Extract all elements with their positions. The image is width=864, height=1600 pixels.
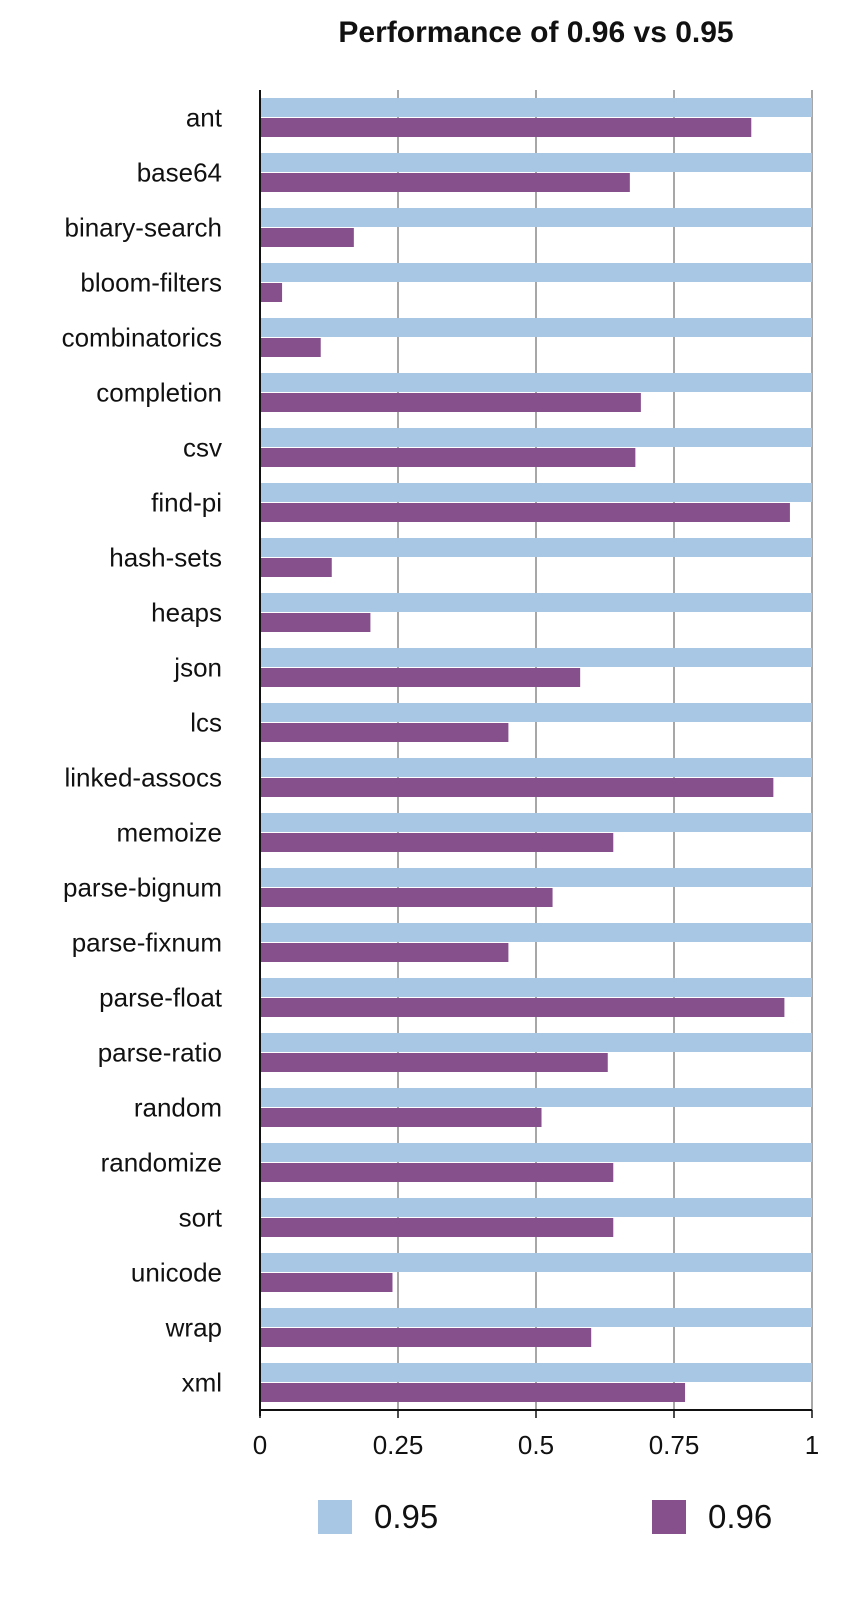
category-label-csv: csv bbox=[183, 433, 222, 463]
legend-label-096: 0.96 bbox=[708, 1498, 773, 1535]
category-label-combinatorics: combinatorics bbox=[62, 323, 222, 353]
bar-095-completion bbox=[260, 373, 812, 392]
bar-095-random bbox=[260, 1088, 812, 1107]
bar-096-parse-bignum bbox=[260, 888, 553, 907]
legend-swatch-096 bbox=[652, 1500, 686, 1534]
bar-096-parse-float bbox=[260, 998, 785, 1017]
bar-095-binary-search bbox=[260, 208, 812, 227]
bar-096-hash-sets bbox=[260, 558, 332, 577]
bar-095-parse-bignum bbox=[260, 868, 812, 887]
bar-096-heaps bbox=[260, 613, 371, 632]
bar-095-memoize bbox=[260, 813, 812, 832]
bar-096-wrap bbox=[260, 1328, 592, 1347]
category-label-json: json bbox=[173, 653, 222, 683]
category-label-parse-fixnum: parse-fixnum bbox=[72, 928, 222, 958]
bar-095-find-pi bbox=[260, 483, 812, 502]
bar-096-base64 bbox=[260, 173, 630, 192]
bar-096-unicode bbox=[260, 1273, 393, 1292]
category-label-memoize: memoize bbox=[117, 818, 222, 848]
category-label-heaps: heaps bbox=[151, 598, 222, 628]
bar-095-bloom-filters bbox=[260, 263, 812, 282]
bar-095-xml bbox=[260, 1363, 812, 1382]
bar-096-parse-fixnum bbox=[260, 943, 509, 962]
category-label-randomize: randomize bbox=[101, 1148, 222, 1178]
category-label-wrap: wrap bbox=[165, 1313, 222, 1343]
bar-096-json bbox=[260, 668, 581, 687]
bar-096-randomize bbox=[260, 1163, 614, 1182]
category-label-ant: ant bbox=[186, 103, 223, 133]
category-label-hash-sets: hash-sets bbox=[109, 543, 222, 573]
bar-095-parse-fixnum bbox=[260, 923, 812, 942]
x-tick-label-0: 0 bbox=[253, 1430, 267, 1460]
bar-095-combinatorics bbox=[260, 318, 812, 337]
category-label-bloom-filters: bloom-filters bbox=[80, 268, 222, 298]
bars bbox=[260, 98, 812, 1402]
bar-096-ant bbox=[260, 118, 752, 137]
tick-labels: 0 0.25 0.5 0.75 1 bbox=[253, 1410, 819, 1460]
bar-096-lcs bbox=[260, 723, 509, 742]
x-tick-label-4: 1 bbox=[805, 1430, 819, 1460]
category-label-random: random bbox=[134, 1093, 222, 1123]
bar-095-lcs bbox=[260, 703, 812, 722]
bar-095-unicode bbox=[260, 1253, 812, 1272]
legend-item-096: 0.96 bbox=[652, 1498, 772, 1536]
bar-096-sort bbox=[260, 1218, 614, 1237]
bar-096-binary-search bbox=[260, 228, 354, 247]
legend-swatch-095 bbox=[318, 1500, 352, 1534]
bar-095-ant bbox=[260, 98, 812, 117]
category-label-linked-assocs: linked-assocs bbox=[64, 763, 222, 793]
bar-096-csv bbox=[260, 448, 636, 467]
category-label-unicode: unicode bbox=[131, 1258, 222, 1288]
category-label-binary-search: binary-search bbox=[64, 213, 222, 243]
bar-096-find-pi bbox=[260, 503, 790, 522]
category-label-completion: completion bbox=[96, 378, 222, 408]
category-label-base64: base64 bbox=[137, 158, 222, 188]
x-tick-label-3: 0.75 bbox=[649, 1430, 700, 1460]
x-tick-label-2: 0.5 bbox=[518, 1430, 554, 1460]
bar-095-parse-ratio bbox=[260, 1033, 812, 1052]
chart-title: Performance of 0.96 vs 0.95 bbox=[338, 16, 734, 49]
bar-095-csv bbox=[260, 428, 812, 447]
legend-item-095: 0.95 bbox=[318, 1498, 438, 1536]
bar-chart: ant base64 binary-search bloom-filters combi… bbox=[62, 90, 819, 1460]
bar-096-completion bbox=[260, 393, 641, 412]
bar-095-parse-float bbox=[260, 978, 812, 997]
x-tick-label-1: 0.25 bbox=[373, 1430, 424, 1460]
category-label-sort: sort bbox=[179, 1203, 223, 1233]
bar-095-heaps bbox=[260, 593, 812, 612]
bar-095-hash-sets bbox=[260, 538, 812, 557]
bar-096-combinatorics bbox=[260, 338, 321, 357]
bar-095-randomize bbox=[260, 1143, 812, 1162]
bar-095-sort bbox=[260, 1198, 812, 1217]
category-label-xml: xml bbox=[182, 1368, 222, 1398]
category-label-parse-ratio: parse-ratio bbox=[98, 1038, 222, 1068]
bar-095-linked-assocs bbox=[260, 758, 812, 777]
bar-095-base64 bbox=[260, 153, 812, 172]
category-label-find-pi: find-pi bbox=[151, 488, 222, 518]
bar-096-bloom-filters bbox=[260, 283, 283, 302]
bar-096-random bbox=[260, 1108, 542, 1127]
category-labels: ant base64 binary-search bloom-filters combi… bbox=[62, 103, 223, 1398]
bar-096-linked-assocs bbox=[260, 778, 774, 797]
bar-096-xml bbox=[260, 1383, 686, 1402]
category-label-lcs: lcs bbox=[190, 708, 222, 738]
legend-label-095: 0.95 bbox=[374, 1498, 439, 1535]
category-label-parse-bignum: parse-bignum bbox=[63, 873, 222, 903]
bar-095-json bbox=[260, 648, 812, 667]
legend: 0.95 0.96 bbox=[0, 1490, 864, 1550]
bar-096-memoize bbox=[260, 833, 614, 852]
category-label-parse-float: parse-float bbox=[99, 983, 223, 1013]
bar-096-parse-ratio bbox=[260, 1053, 608, 1072]
bar-095-wrap bbox=[260, 1308, 812, 1327]
